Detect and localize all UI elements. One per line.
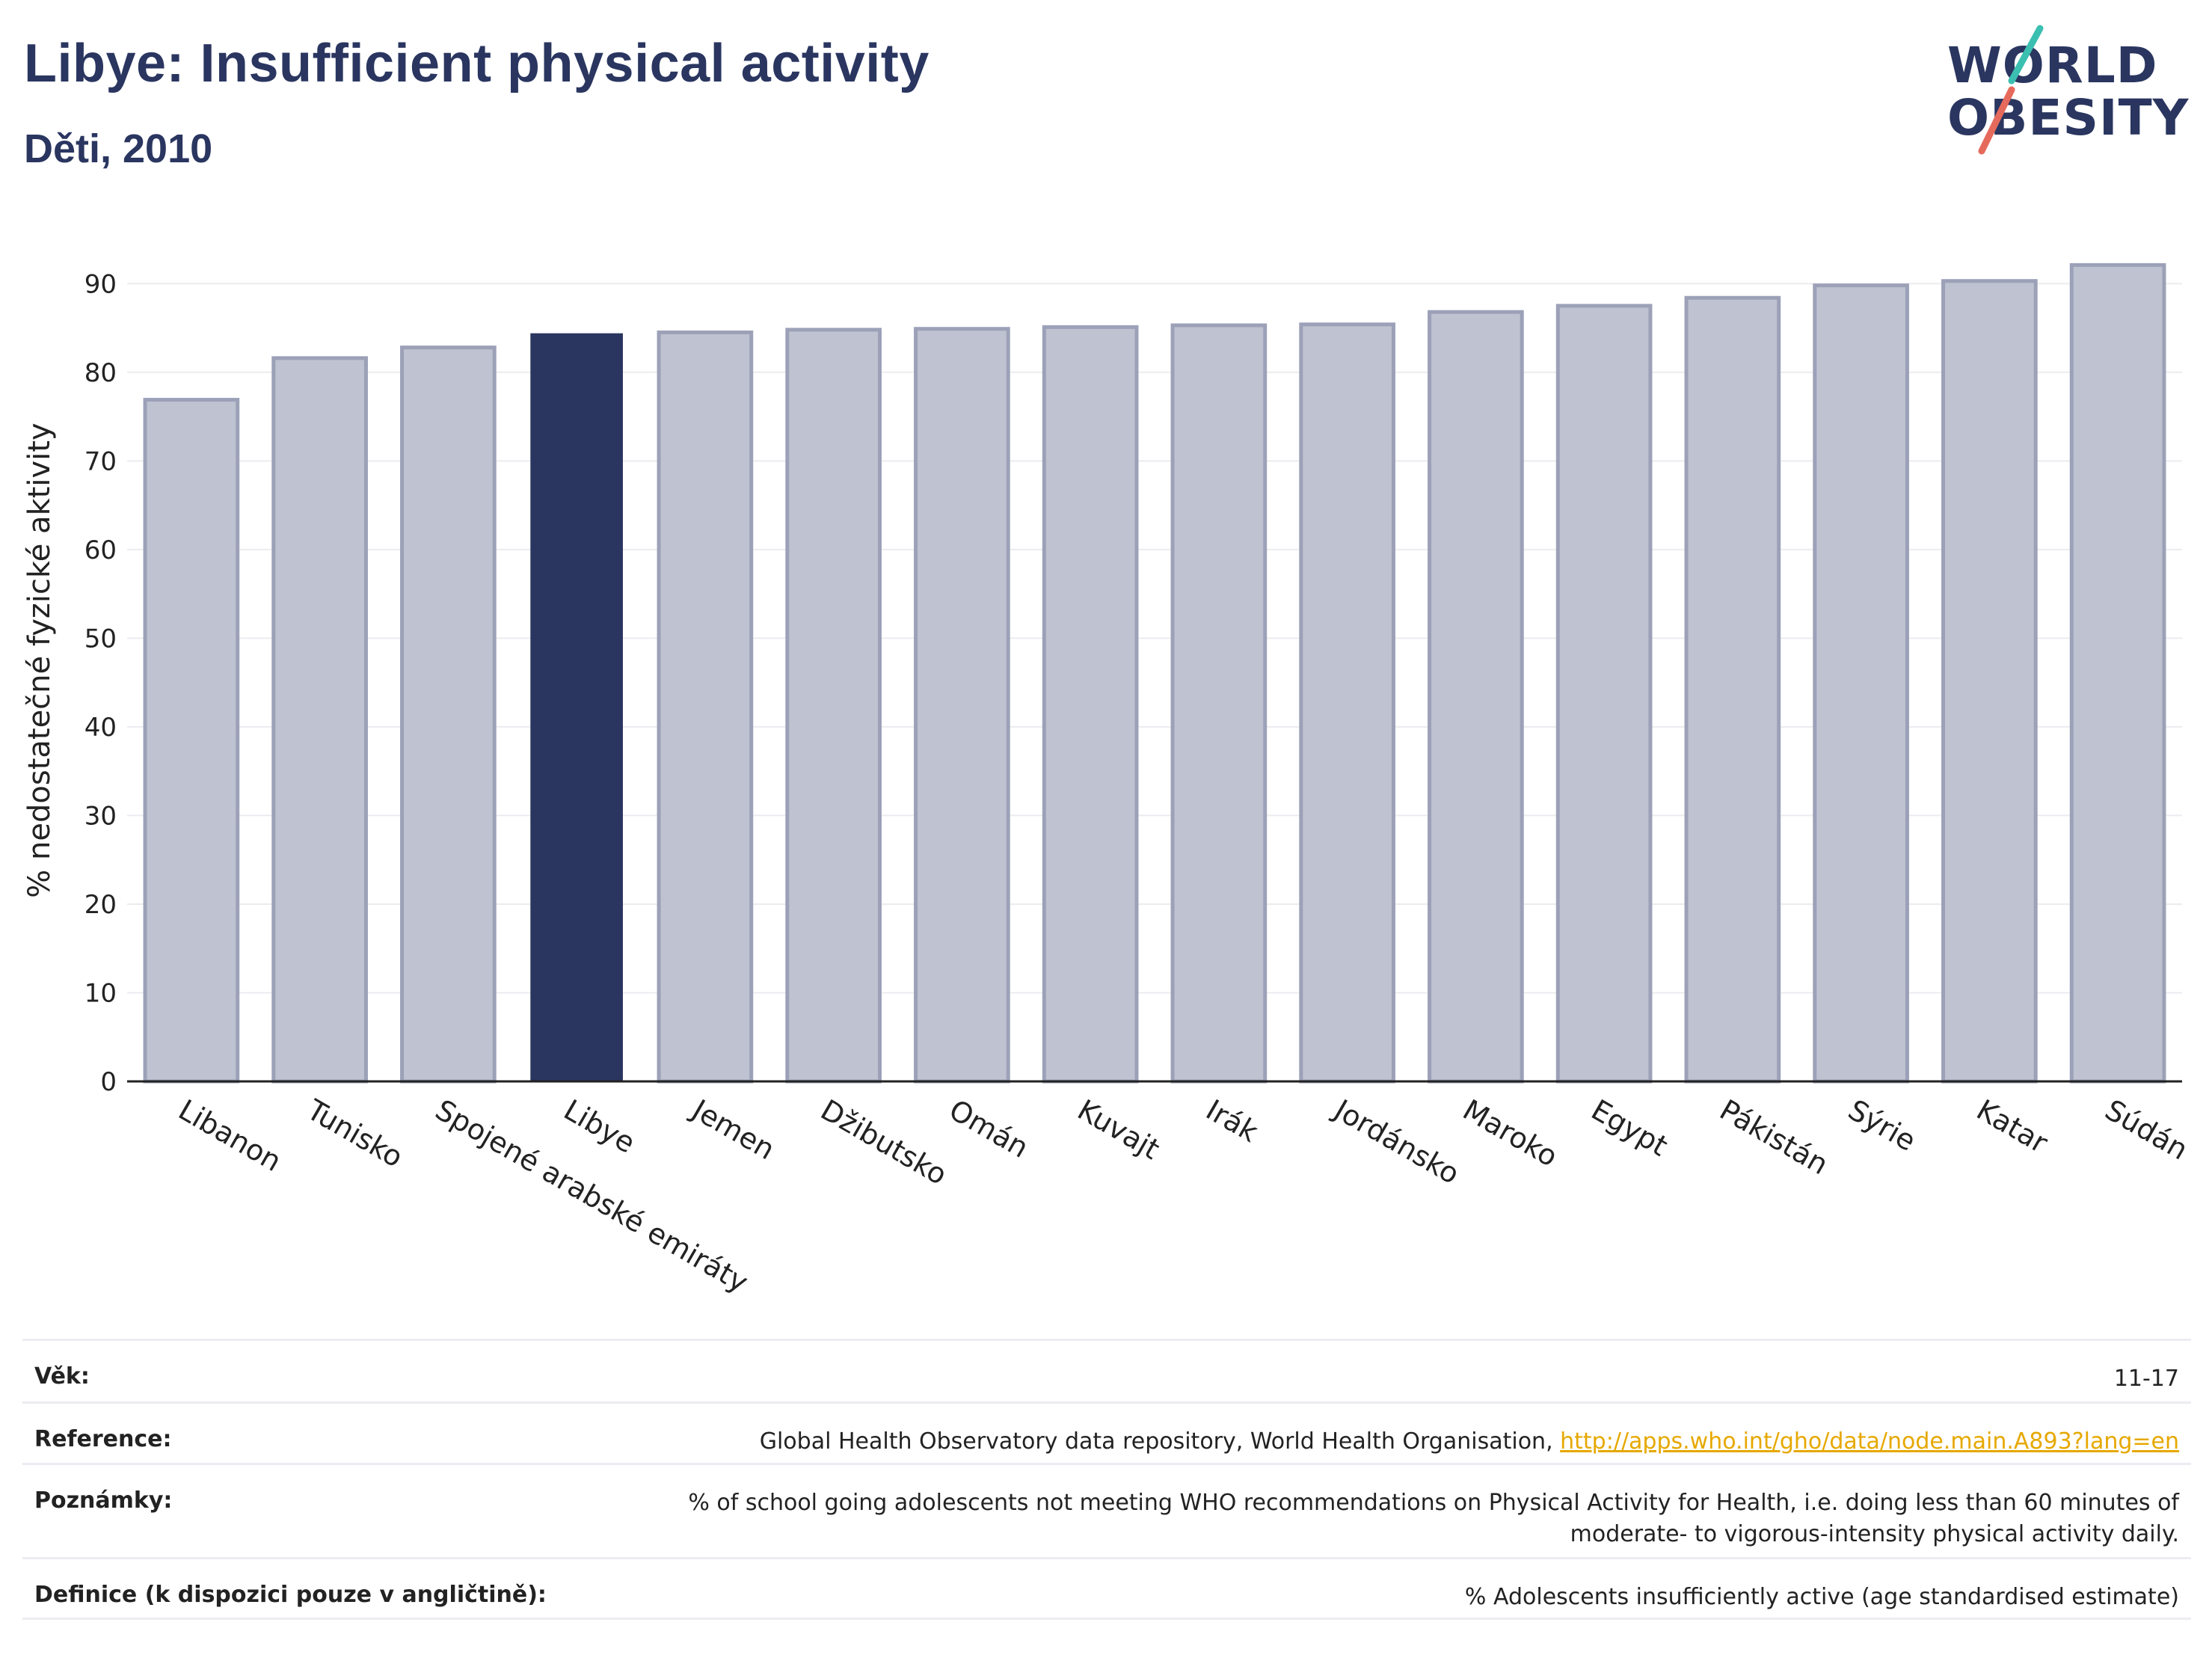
bar-Jordánsko [1299, 322, 1395, 1084]
meta-row-age: Věk: 11-17 [22, 1339, 2191, 1401]
y-tick-label: 50 [85, 624, 117, 654]
y-tick-label: 0 [100, 1067, 117, 1097]
y-axis-title: % nedostatečné fyzické aktivity [22, 423, 57, 897]
bar-Egypt [1555, 304, 1653, 1084]
x-category-label: Maroko [1457, 1093, 1564, 1173]
y-tick-label: 10 [85, 978, 117, 1008]
logo-line2: OBESITY [1947, 89, 2190, 147]
y-tick-labels: 0 10 20 30 40 50 60 70 80 90 [85, 269, 117, 1097]
y-tick-label: 40 [85, 713, 117, 743]
y-tick-label: 90 [85, 269, 117, 299]
reference-text: Global Health Observatory data repositor… [759, 1428, 1561, 1455]
bar-Pákistán [1684, 295, 1781, 1084]
x-category-label: Jordánsko [1327, 1093, 1465, 1191]
x-category-label: Jemen [686, 1093, 781, 1167]
bar-Jemen [657, 330, 754, 1084]
y-tick-label: 30 [85, 801, 117, 831]
meta-value-notes: % of school going adolescents not meetin… [688, 1490, 2179, 1547]
page-title: Libye: Insufficient physical activity [24, 34, 930, 93]
meta-value-definition: % Adolescents insufficiently active (age… [1464, 1584, 2179, 1610]
meta-value-reference: Global Health Observatory data repositor… [760, 1426, 2179, 1458]
bar-Džibutsko [785, 328, 882, 1084]
bar-Sýrie [1813, 283, 1909, 1084]
reference-link[interactable]: http://apps.who.int/gho/data/node.main.A… [1560, 1428, 2179, 1455]
bar-Omán [914, 327, 1010, 1084]
logo-coral-slash [1978, 86, 2015, 155]
x-category-label: Libye [559, 1093, 641, 1160]
x-category-label: Tunisko [301, 1093, 408, 1174]
bar-Tunisko [271, 356, 368, 1084]
y-tick-label: 70 [85, 446, 117, 476]
x-category-label: Sýrie [1843, 1093, 1921, 1158]
logo-line1: WORLD [1947, 37, 2158, 94]
x-category-label: Katar [1971, 1093, 2053, 1160]
meta-row-definition: Definice (k dispozici pouze v angličtině… [22, 1557, 2191, 1620]
x-category-label: Kuvajt [1072, 1093, 1165, 1166]
bar-Katar [1941, 279, 2038, 1084]
x-category-label: Libanon [173, 1093, 286, 1178]
bars [143, 262, 2166, 1084]
bar-Spojené arabské emiráty [400, 346, 497, 1084]
x-category-label: Pákistán [1714, 1093, 1834, 1182]
bar-Libye [530, 333, 623, 1081]
page-subtitle: Děti, 2010 [24, 126, 213, 171]
bar-Libanon [143, 398, 240, 1084]
metadata-table: Věk: 11-17 Reference: Global Health Obse… [22, 1339, 2191, 1620]
bar-chart: 0 10 20 30 40 50 60 70 80 90 Libanon Tunisko Spojen… [22, 262, 2193, 1299]
y-tick-label: 60 [85, 535, 117, 565]
meta-key-notes: Poznámky: [34, 1487, 173, 1514]
bar-Súdán [2069, 262, 2166, 1084]
x-category-label: Súdán [2100, 1093, 2194, 1167]
y-tick-label: 80 [85, 358, 117, 388]
meta-row-notes: Poznámky: % of school going adolescents … [22, 1463, 2191, 1557]
world-obesity-logo: WORLD OBESITY [1947, 25, 2190, 155]
bar-Irák [1170, 323, 1268, 1084]
meta-key-reference: Reference: [34, 1426, 172, 1452]
bar-Maroko [1428, 310, 1524, 1084]
x-category-label: Irák [1200, 1093, 1263, 1149]
x-category-label: Egypt [1586, 1093, 1674, 1163]
x-category-label: Omán [944, 1093, 1034, 1164]
meta-key-age: Věk: [34, 1363, 90, 1390]
bar-Kuvajt [1042, 325, 1139, 1084]
meta-row-reference: Reference: Global Health Observatory dat… [22, 1401, 2191, 1463]
meta-value-age: 11-17 [2113, 1366, 2179, 1392]
y-tick-label: 20 [85, 890, 117, 920]
x-category-labels: Libanon Tunisko Spojené arabské emirátyLib… [173, 1093, 2193, 1299]
logo-teal-slash [2008, 25, 2044, 85]
x-category-label: Džibutsko [815, 1093, 953, 1191]
meta-key-definition: Definice (k dispozici pouze v angličtině… [34, 1582, 547, 1608]
